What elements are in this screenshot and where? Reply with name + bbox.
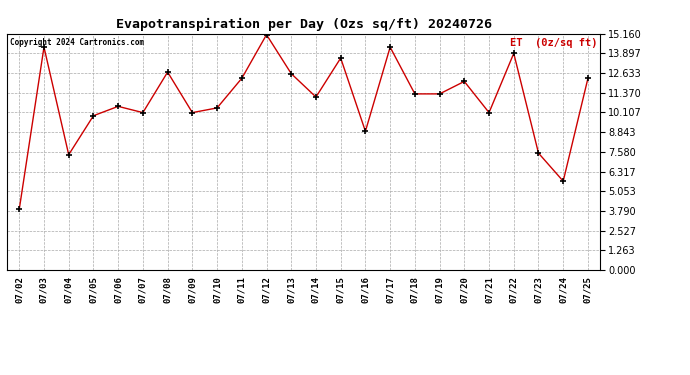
Text: ET  (0z/sq ft): ET (0z/sq ft) bbox=[510, 39, 598, 48]
Text: Copyright 2024 Cartronics.com: Copyright 2024 Cartronics.com bbox=[10, 39, 144, 48]
Title: Evapotranspiration per Day (Ozs sq/ft) 20240726: Evapotranspiration per Day (Ozs sq/ft) 2… bbox=[116, 18, 491, 31]
